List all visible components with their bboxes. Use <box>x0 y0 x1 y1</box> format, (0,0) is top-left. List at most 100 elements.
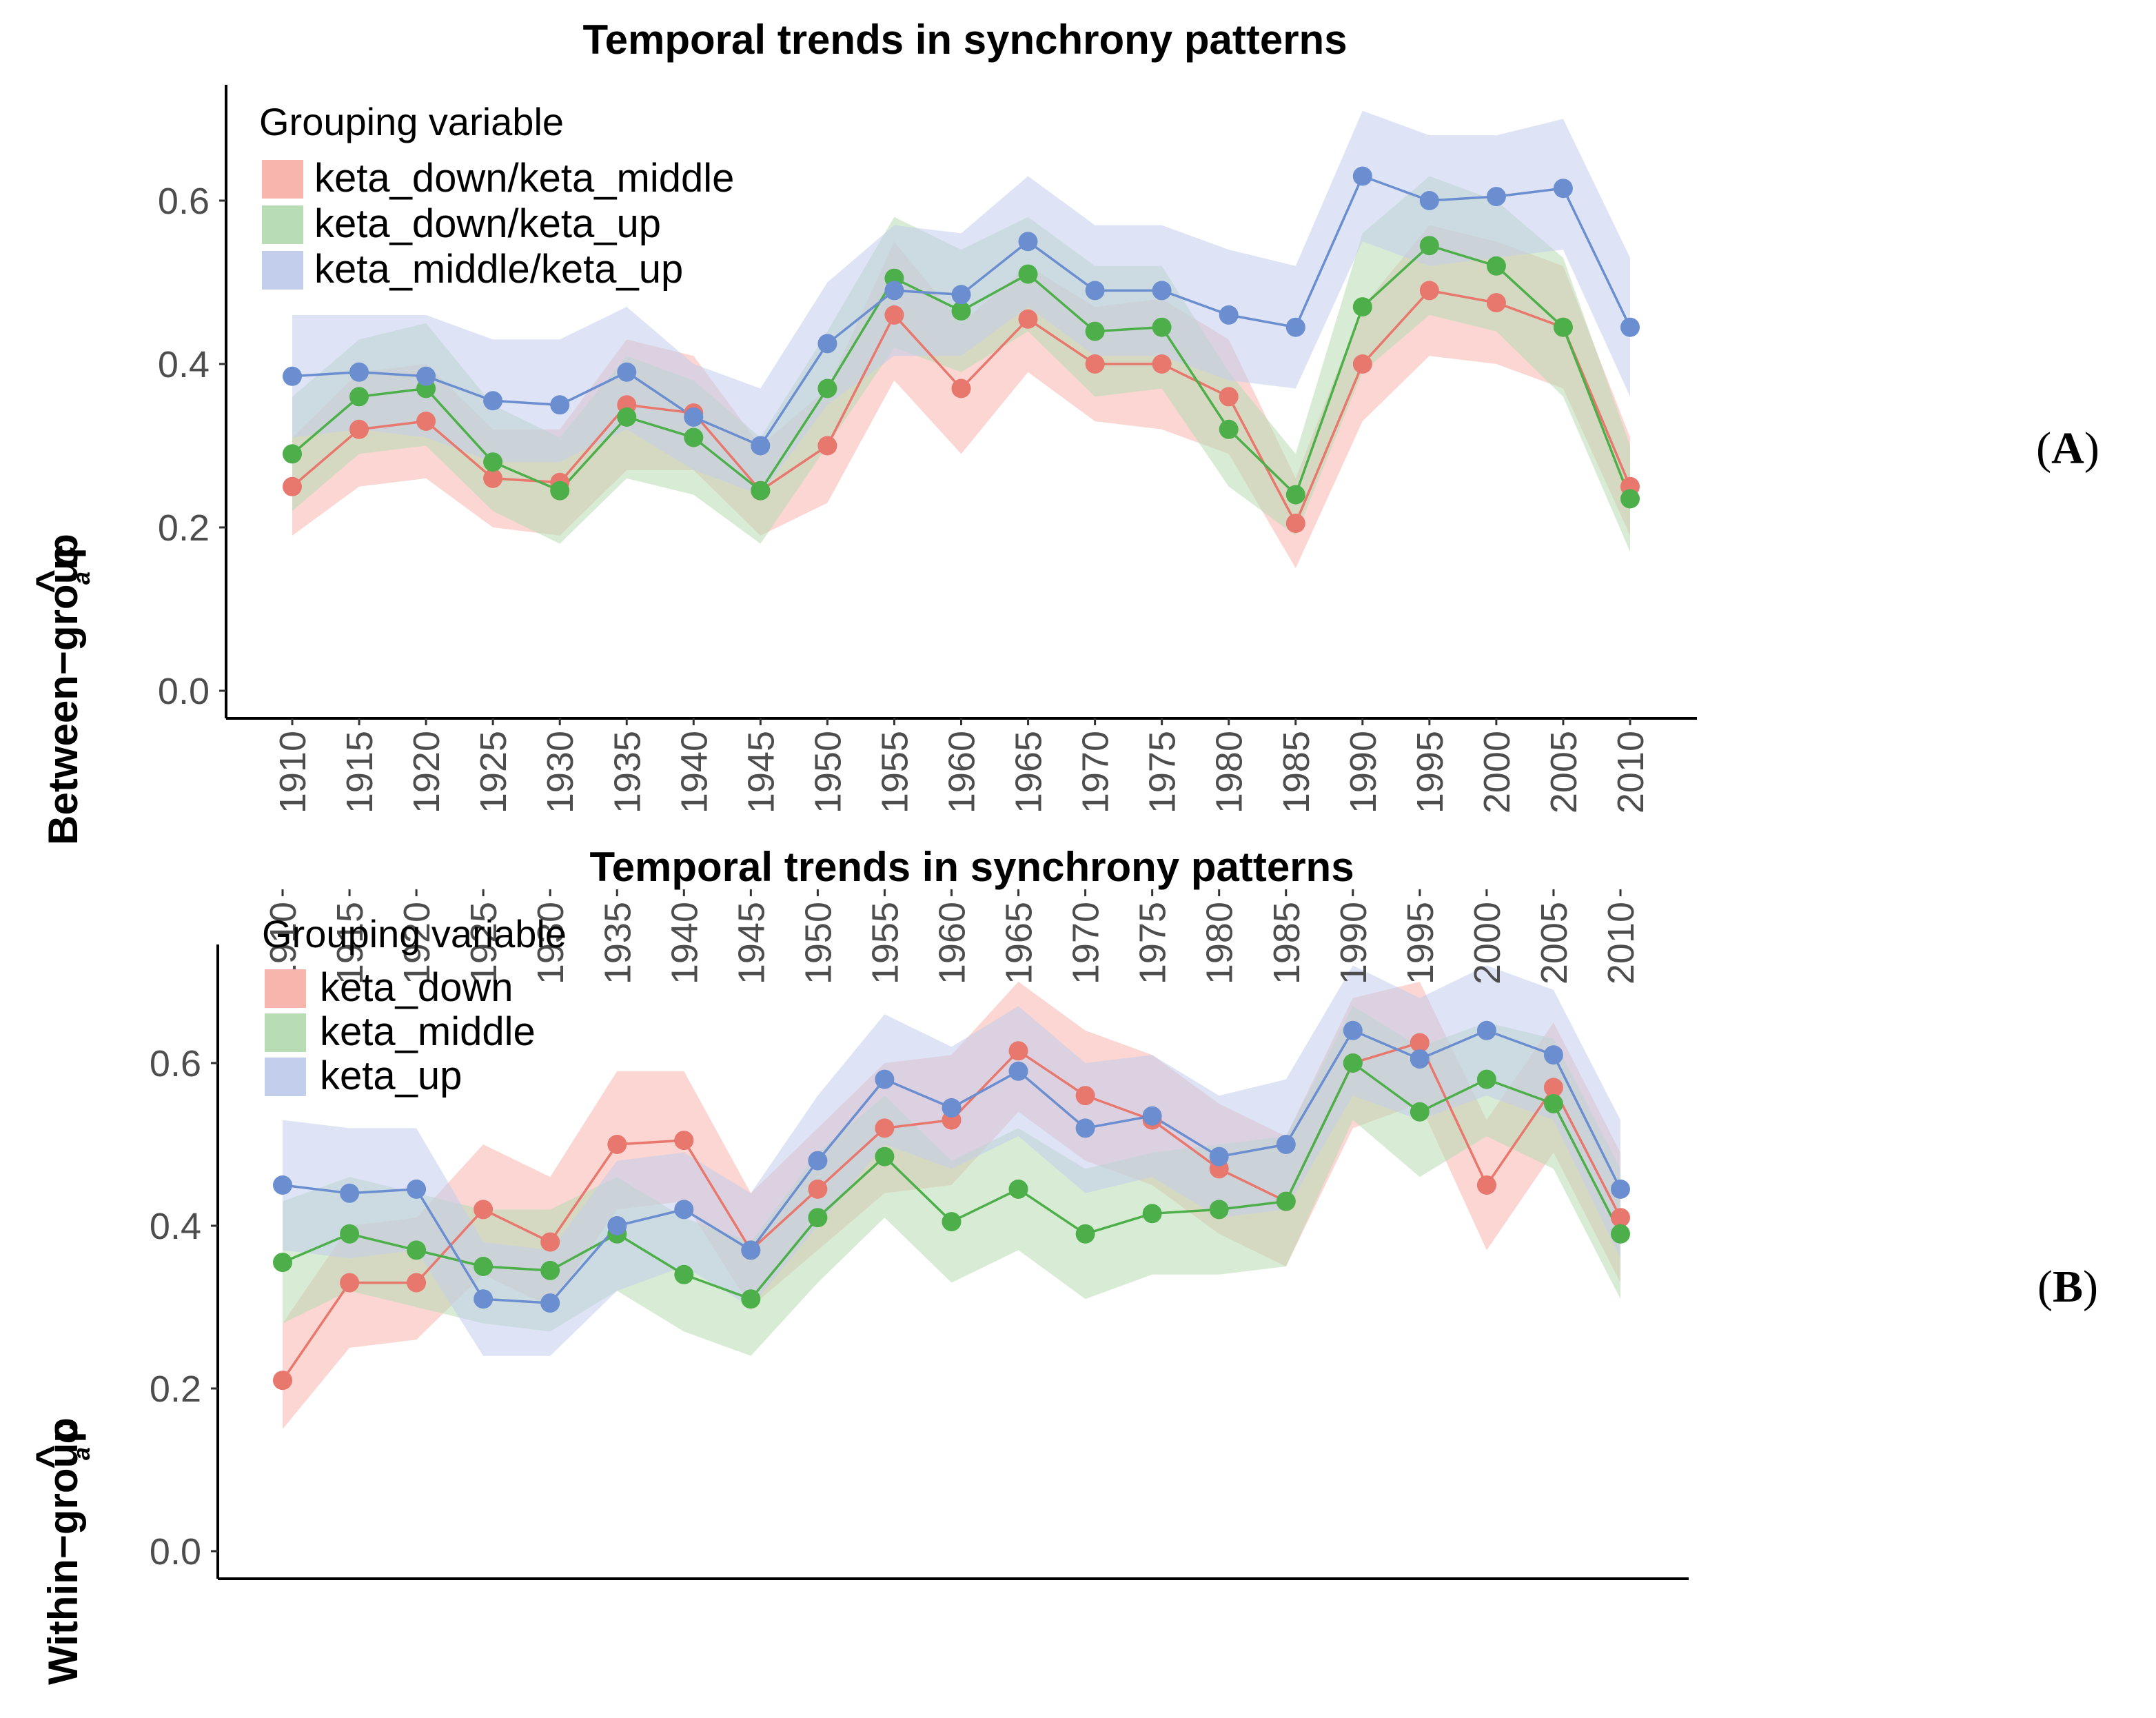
panel-a-point-keta-down-keta-up-1960 <box>951 301 971 321</box>
panel-b-point-keta-up-1915 <box>340 1183 360 1203</box>
panel-b-x-tick-label-2000: 2000 <box>1467 902 1508 984</box>
panel-b-point-keta-up-1950 <box>808 1151 828 1171</box>
panel-b-x-tick-label-1960: 1960 <box>932 902 973 984</box>
panel-a-x-tick-label-1935: 1935 <box>607 731 648 813</box>
panel-b-point-keta-down-1920 <box>407 1273 427 1293</box>
panel-b-point-keta-middle-1915 <box>340 1224 360 1244</box>
panel-a-point-keta-middle-keta-up-1990 <box>1352 166 1372 186</box>
panel-b-point-keta-middle-1995 <box>1410 1102 1430 1122</box>
panel-b-y-var: c <box>40 1421 86 1444</box>
panel-b-points <box>273 1020 1630 1391</box>
panel-a-point-keta-middle-keta-up-2005 <box>1553 179 1573 199</box>
panel-b-x-tick-label-1950: 1950 <box>797 902 839 984</box>
panel-b-point-keta-up-1945 <box>741 1240 761 1260</box>
panel-a-point-keta-middle-keta-up-1955 <box>884 281 904 301</box>
panel-b-point-keta-down-1940 <box>674 1131 694 1151</box>
panel-b-point-keta-down-1925 <box>474 1200 494 1220</box>
panel-b-point-keta-middle-1980 <box>1209 1200 1229 1220</box>
panel-b-x-tick-label-1990: 1990 <box>1333 902 1374 984</box>
panel-b-y-tick-label-0.0: 0.0 <box>150 1531 201 1573</box>
panel-b-x-tick-label-1955: 1955 <box>864 902 906 984</box>
panel-a-point-keta-down-keta-middle-1950 <box>817 436 837 456</box>
panel-a-x-tick-label-1990: 1990 <box>1343 731 1384 813</box>
panel-a-point-keta-middle-keta-up-1940 <box>684 407 704 427</box>
panel-a-x-tick-label-1915: 1915 <box>339 731 380 813</box>
panel-a-x-tick-label-1910: 1910 <box>272 731 314 813</box>
panel-b-label-letter: B <box>2053 1262 2083 1312</box>
svg-text:(B): (B) <box>2037 1262 2098 1312</box>
panel-a-point-keta-down-keta-middle-1995 <box>1419 281 1439 301</box>
panel-a-point-keta-middle-keta-up-1945 <box>751 436 771 456</box>
panel-a-point-keta-middle-keta-up-1980 <box>1219 305 1239 325</box>
panel-b-point-keta-up-1980 <box>1209 1146 1229 1166</box>
panel-b-point-keta-up-1975 <box>1142 1106 1162 1126</box>
panel-a-point-keta-down-keta-middle-1975 <box>1152 354 1172 374</box>
panel-a-legend-label-keta-down-keta-middle: keta_down/keta_middle <box>314 156 734 201</box>
panel-a-x-tick-label-2000: 2000 <box>1476 731 1518 813</box>
panel-b-y-hat: ^ <box>28 1446 74 1470</box>
panel-a-point-keta-down-keta-up-1990 <box>1352 297 1372 317</box>
panel-a-x-tick-label-1945: 1945 <box>740 731 782 813</box>
panel-b-y-axis-title: Within−group <box>40 1417 86 1685</box>
panel-b-point-keta-middle-1925 <box>474 1257 494 1276</box>
panel-a-point-keta-down-keta-middle-1925 <box>483 468 503 488</box>
panel-a-point-keta-down-keta-up-1950 <box>817 378 837 398</box>
panel-a-point-keta-middle-keta-up-1995 <box>1419 191 1439 210</box>
panel-a-point-keta-down-keta-up-1945 <box>751 481 771 501</box>
panel-a-legend-label-keta-down-keta-up: keta_down/keta_up <box>314 201 661 246</box>
panel-a-legend-key-keta-down-keta-up <box>262 205 303 244</box>
panel-a-label-letter: A <box>2051 423 2084 474</box>
panel-a-point-keta-down-keta-middle-1970 <box>1085 354 1105 374</box>
panel-a-label-open: ( <box>2036 423 2051 474</box>
panel-a-x-tick-label-1960: 1960 <box>942 731 983 813</box>
panel-a-point-keta-down-keta-up-1930 <box>550 481 570 501</box>
panel-b-point-keta-middle-1950 <box>808 1208 828 1228</box>
panel-a-point-keta-down-keta-middle-1965 <box>1018 309 1038 329</box>
panel-b-point-keta-middle-2010 <box>1611 1224 1630 1244</box>
panel-a-point-keta-down-keta-middle-2000 <box>1486 293 1506 313</box>
panel-b-point-keta-down-1910 <box>273 1371 292 1391</box>
panel-a-x-tick-label-1955: 1955 <box>874 731 915 813</box>
panel-b-point-keta-up-1940 <box>674 1200 694 1220</box>
panel-b-point-keta-middle-1965 <box>1008 1179 1028 1199</box>
panel-a-point-keta-down-keta-middle-1985 <box>1285 514 1305 534</box>
panel-a-point-keta-middle-keta-up-2000 <box>1486 187 1506 207</box>
panel-b-y-tick-label-0.2: 0.2 <box>150 1368 201 1410</box>
panel-a-y-ticks: 0.0 0.2 0.4 0.6 <box>158 181 226 712</box>
panel-b-point-keta-up-1970 <box>1075 1118 1095 1138</box>
panel-b-point-keta-down-2000 <box>1476 1175 1496 1195</box>
panel-b-point-keta-up-1965 <box>1008 1061 1028 1081</box>
panel-b-x-tick-label-1920: 1920 <box>396 902 438 984</box>
panel-b-point-keta-middle-1955 <box>875 1146 895 1166</box>
panel-b-x-tick-label-2010: 2010 <box>1600 902 1642 984</box>
panel-b-point-keta-up-1960 <box>942 1098 962 1118</box>
panel-a-point-keta-middle-keta-up-1935 <box>617 362 637 382</box>
panel-a-title: Temporal trends in synchrony patterns <box>582 17 1347 63</box>
panel-b-x-tick-label-1980: 1980 <box>1199 902 1241 984</box>
panel-a-x-tick-label-1920: 1920 <box>406 731 447 813</box>
panel-b-point-keta-down-1970 <box>1075 1086 1095 1106</box>
panel-a-point-keta-down-keta-up-1995 <box>1419 236 1439 256</box>
panel-b-y-tick-label-0.4: 0.4 <box>150 1206 201 1247</box>
panel-b-x-tick-label-1975: 1975 <box>1132 902 1174 984</box>
panel-a-point-keta-middle-keta-up-1965 <box>1018 232 1038 252</box>
panel-b-point-keta-down-2005 <box>1543 1078 1563 1098</box>
panel-a-point-keta-middle-keta-up-1960 <box>951 285 971 305</box>
panel-a-point-keta-down-keta-up-2000 <box>1486 256 1506 276</box>
panel-b-band-keta-down <box>283 982 1620 1429</box>
panel-b-x-tick-label-1940: 1940 <box>664 902 705 984</box>
panel-a-between-group: Temporal trends in synchrony patterns Be… <box>28 17 2099 845</box>
panel-b-label-open: ( <box>2037 1262 2053 1312</box>
panel-a-point-keta-middle-keta-up-2010 <box>1620 317 1640 337</box>
panel-a-x-tick-label-2010: 2010 <box>1610 731 1651 813</box>
panel-b-x-ticks: 1910 1915 1920 1925 1930 1935 1940 1945 1950 1955… <box>263 889 1642 984</box>
panel-b-x-tick-label-1970: 1970 <box>1066 902 1107 984</box>
panel-a-point-keta-down-keta-middle-1980 <box>1219 387 1239 407</box>
panel-b-legend-label-keta-middle: keta_middle <box>320 1009 536 1054</box>
panel-b-x-tick-label-1985: 1985 <box>1266 902 1308 984</box>
panel-b-point-keta-middle-1910 <box>273 1253 292 1273</box>
panel-a-x-tick-label-1940: 1940 <box>673 731 715 813</box>
panel-b-point-keta-up-1935 <box>607 1216 627 1235</box>
panel-a-point-keta-down-keta-up-2010 <box>1620 489 1640 509</box>
panel-b-point-keta-up-2005 <box>1543 1045 1563 1065</box>
